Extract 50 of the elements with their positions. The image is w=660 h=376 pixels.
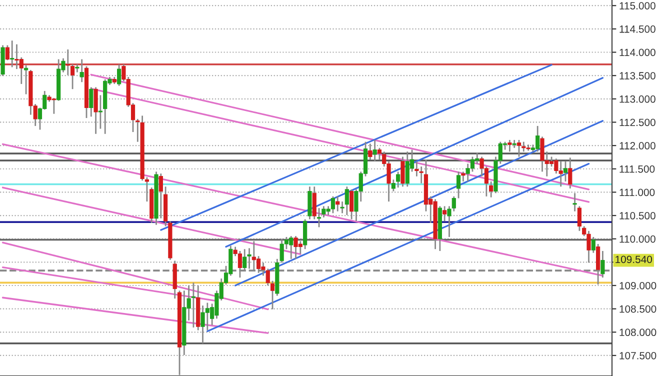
y-tick-label: 114.500 xyxy=(620,25,656,33)
candlestick xyxy=(191,282,196,328)
y-tick-label: 111.000 xyxy=(620,188,655,196)
candlestick xyxy=(489,180,494,198)
candlestick xyxy=(572,192,577,212)
candlestick xyxy=(336,196,340,212)
candlestick xyxy=(400,156,405,188)
candlestick xyxy=(10,40,14,68)
candlestick xyxy=(591,236,596,254)
candlestick xyxy=(508,139,512,152)
candlestick xyxy=(563,160,568,182)
candlestick xyxy=(94,86,98,135)
y-tick-label: 113.000 xyxy=(620,95,656,103)
y-tick-label: 108.500 xyxy=(620,305,656,313)
y-tick-label: 109.000 xyxy=(620,282,656,290)
candlestick xyxy=(312,186,316,220)
candlestick xyxy=(350,188,354,220)
y-tick-label: 113.500 xyxy=(620,72,656,80)
y-tick-label: 112.000 xyxy=(620,142,656,150)
candlestick xyxy=(303,218,308,250)
candlestick xyxy=(98,94,102,130)
candlestick xyxy=(577,206,582,232)
candlestick xyxy=(396,170,400,188)
y-tick-label: 107.500 xyxy=(620,352,656,360)
y-tick-label: 115.000 xyxy=(620,2,656,10)
candlestick xyxy=(70,64,75,90)
candlestick xyxy=(456,170,461,199)
candlestick xyxy=(372,139,377,162)
candlestick xyxy=(270,280,275,310)
candlestick xyxy=(24,64,28,95)
candlestick xyxy=(568,156,572,190)
y-tick-label: 110.000 xyxy=(620,235,656,243)
candlestick xyxy=(377,147,382,160)
candlestick xyxy=(66,48,70,76)
y-tick-label: 112.500 xyxy=(620,118,656,126)
candlestick xyxy=(117,64,122,87)
candlestick xyxy=(391,178,396,192)
y-tick-label: 108.000 xyxy=(620,328,656,336)
candlestick xyxy=(316,207,322,228)
candlestick xyxy=(368,142,372,160)
y-tick-label: 111.500 xyxy=(620,165,655,173)
annotation: 109.540 xyxy=(616,256,652,264)
candlestick xyxy=(89,86,94,118)
candlestick xyxy=(5,44,10,61)
candlestick xyxy=(442,206,447,222)
candlestick xyxy=(516,139,522,158)
y-tick-label: 110.500 xyxy=(620,212,656,220)
candlestick xyxy=(158,172,163,220)
candlestick xyxy=(144,176,149,202)
y-tick-label: 114.000 xyxy=(620,48,656,56)
